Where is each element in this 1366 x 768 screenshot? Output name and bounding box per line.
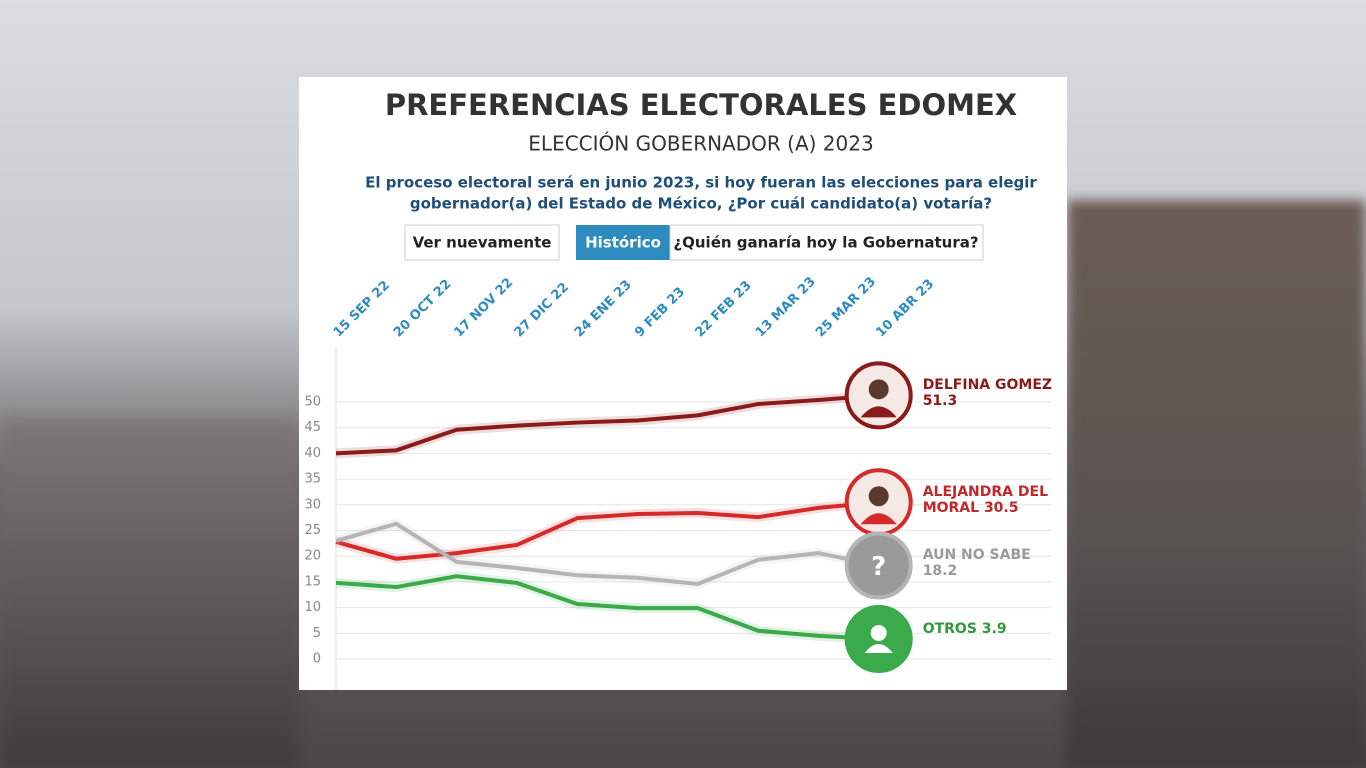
question: gobernador(a) del Estado de México, ¿Por…	[410, 195, 992, 213]
background	[0, 420, 300, 768]
line	[335, 500, 879, 561]
avatar-icon	[870, 624, 887, 641]
avatar-icon	[860, 406, 897, 418]
avatar	[844, 531, 913, 600]
y-tick-label: 20	[304, 549, 321, 564]
avatar-icon: ?	[871, 552, 886, 582]
series-label: AUN NO SABE 18.2	[923, 547, 1063, 579]
y-tick-label: 0	[313, 652, 321, 667]
avatar-icon	[868, 486, 889, 507]
button-bg[interactable]	[576, 225, 670, 260]
value-label: 3.9	[981, 620, 1007, 637]
chart-subtitle: ELECCIÓN GOBERNADOR (A) 2023	[528, 132, 873, 156]
chart: PREFERENCIAS ELECTORALES EDOMEX ELECCIÓN…	[299, 77, 1067, 690]
legend-name: DELFINA GOMEZ	[922, 377, 1053, 394]
legend-name: AUN NO SABE	[922, 547, 1031, 564]
button[interactable]: ¿Quién ganaría hoy la Gobernatura?	[669, 224, 984, 261]
button[interactable]: Ver nuevamente	[404, 224, 560, 261]
series-label: DELFINA GOMEZ 51.3	[923, 377, 1063, 409]
chart-title: PREFERENCIAS ELECTORALES EDOMEX	[385, 88, 1017, 122]
button[interactable]: Histórico	[576, 225, 670, 260]
line	[335, 393, 879, 456]
y-tick-label: 10	[304, 600, 321, 615]
button-label[interactable]: ¿Quién ganaría hoy la Gobernatura?	[673, 234, 978, 252]
legend-name: ALEJANDRA DEL MORAL	[922, 484, 1048, 517]
y-tick-label: 35	[304, 472, 321, 487]
avatar-icon	[860, 513, 897, 525]
button-label[interactable]: Ver nuevamente	[413, 234, 552, 252]
series-label: ALEJANDRA DEL MORAL 30.5	[923, 484, 1063, 516]
series-label: AUN NO SABE 18.2	[923, 547, 1063, 579]
value-label: 30.5	[983, 500, 1019, 517]
value-label: 51.3	[922, 393, 958, 410]
button-label[interactable]: Histórico	[585, 234, 661, 252]
y-tick-label: 30	[304, 497, 321, 512]
avatar-icon	[868, 379, 889, 400]
question: El proceso electoral será en junio 2023,…	[365, 174, 1037, 192]
button-bg[interactable]	[404, 224, 560, 261]
background	[1067, 200, 1366, 768]
button-bg[interactable]	[669, 224, 984, 261]
series-label: OTROS 3.9	[923, 621, 1063, 637]
avatar-icon	[864, 643, 893, 653]
line	[335, 521, 880, 586]
series-label: DELFINA GOMEZ 51.3	[923, 377, 1063, 409]
y-tick-label: 45	[304, 420, 321, 435]
line	[335, 574, 879, 641]
series-label: ALEJANDRA DEL MORAL 30.5	[923, 484, 1063, 516]
legend-name: OTROS	[922, 620, 977, 637]
y-tick-label: 40	[304, 446, 321, 461]
panel-bg	[299, 77, 1067, 690]
y-tick-label: 5	[313, 626, 321, 641]
y-tick-label: 25	[304, 523, 321, 538]
y-tick-label: 50	[304, 395, 321, 410]
y-tick-label: 15	[304, 574, 321, 589]
series-label: OTROS 3.9	[923, 621, 1063, 637]
value-label: 18.2	[922, 563, 958, 580]
